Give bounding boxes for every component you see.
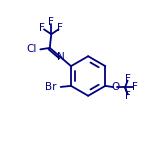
Text: F: F — [57, 23, 63, 33]
Text: F: F — [39, 23, 45, 33]
Text: F: F — [132, 82, 138, 92]
Text: O: O — [111, 82, 119, 92]
Text: N: N — [57, 52, 64, 62]
Text: F: F — [125, 91, 131, 101]
Text: F: F — [48, 17, 54, 27]
Text: Cl: Cl — [27, 44, 37, 54]
Text: Br: Br — [45, 82, 57, 92]
Text: F: F — [125, 74, 131, 84]
